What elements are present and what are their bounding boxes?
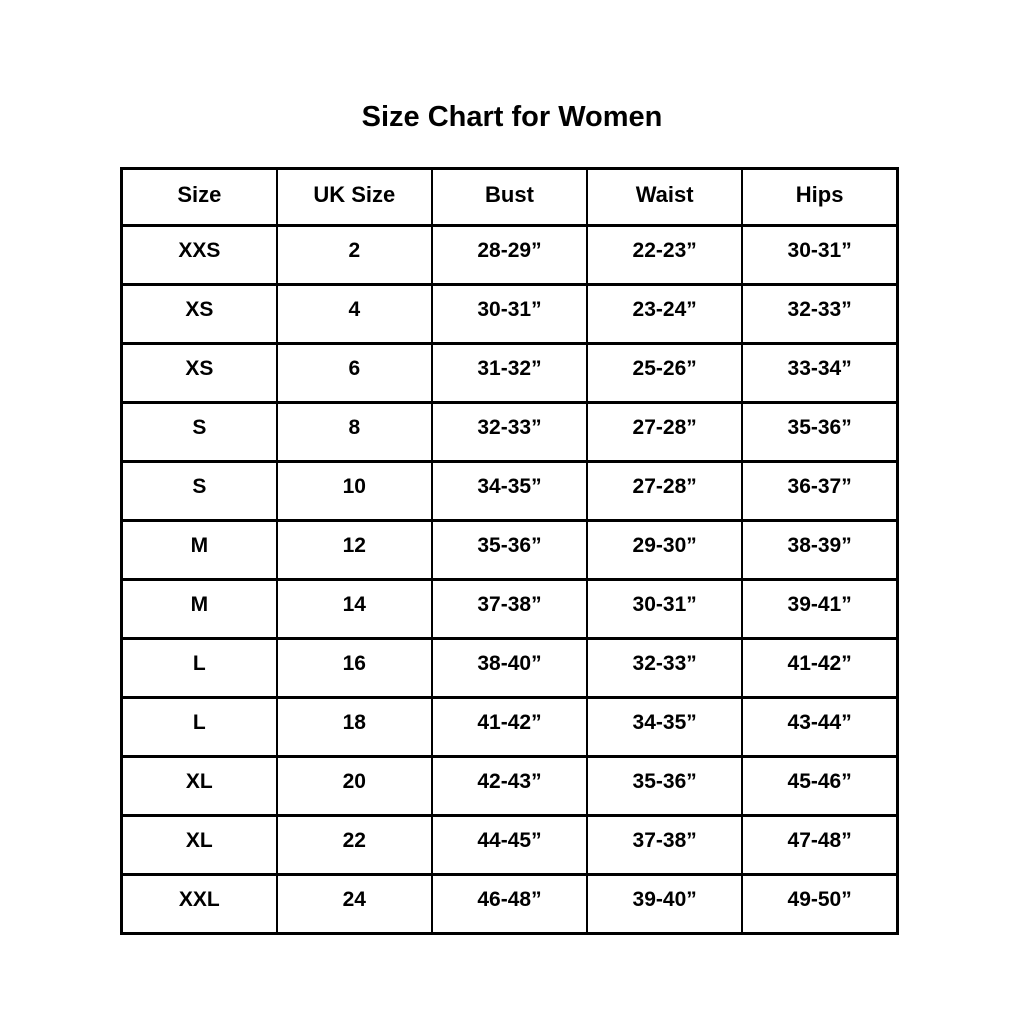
cell-size: M <box>120 519 278 581</box>
cell-uk: 18 <box>275 696 433 758</box>
cell-uk: 14 <box>275 578 433 640</box>
cell-bust: 42-43” <box>430 755 589 817</box>
cell-waist: 27-28” <box>586 401 744 463</box>
cell-waist: 29-30” <box>586 519 744 581</box>
col-header-waist: Waist <box>586 167 744 227</box>
table-row: XL 20 42-43” 35-36” 45-46” <box>120 755 899 817</box>
cell-hips: 32-33” <box>741 283 899 345</box>
col-header-size: Size <box>120 167 278 227</box>
cell-bust: 46-48” <box>430 873 589 935</box>
cell-size: M <box>120 578 278 640</box>
cell-bust: 37-38” <box>430 578 589 640</box>
cell-hips: 47-48” <box>741 814 899 876</box>
cell-uk: 22 <box>275 814 433 876</box>
table-row: L 16 38-40” 32-33” 41-42” <box>120 637 899 699</box>
cell-uk: 16 <box>275 637 433 699</box>
table-row: M 14 37-38” 30-31” 39-41” <box>120 578 899 640</box>
cell-bust: 30-31” <box>430 283 589 345</box>
cell-bust: 38-40” <box>430 637 589 699</box>
cell-hips: 49-50” <box>741 873 899 935</box>
table-row: XL 22 44-45” 37-38” 47-48” <box>120 814 899 876</box>
cell-waist: 23-24” <box>586 283 744 345</box>
cell-size: XL <box>120 814 278 876</box>
cell-bust: 44-45” <box>430 814 589 876</box>
cell-hips: 33-34” <box>741 342 899 404</box>
cell-waist: 32-33” <box>586 637 744 699</box>
cell-size: S <box>120 460 278 522</box>
cell-size: S <box>120 401 278 463</box>
cell-hips: 43-44” <box>741 696 899 758</box>
col-header-bust: Bust <box>430 167 589 227</box>
cell-waist: 25-26” <box>586 342 744 404</box>
cell-bust: 31-32” <box>430 342 589 404</box>
cell-hips: 39-41” <box>741 578 899 640</box>
col-header-hips: Hips <box>741 167 899 227</box>
cell-size: L <box>120 696 278 758</box>
table-row: S 10 34-35” 27-28” 36-37” <box>120 460 899 522</box>
cell-hips: 30-31” <box>741 224 899 286</box>
cell-uk: 2 <box>275 224 433 286</box>
cell-uk: 24 <box>275 873 433 935</box>
cell-uk: 12 <box>275 519 433 581</box>
table-row: XS 6 31-32” 25-26” 33-34” <box>120 342 899 404</box>
cell-size: XS <box>120 342 278 404</box>
table-row: S 8 32-33” 27-28” 35-36” <box>120 401 899 463</box>
cell-bust: 41-42” <box>430 696 589 758</box>
cell-size: XXL <box>120 873 278 935</box>
cell-size: XS <box>120 283 278 345</box>
cell-hips: 45-46” <box>741 755 899 817</box>
cell-bust: 28-29” <box>430 224 589 286</box>
cell-waist: 27-28” <box>586 460 744 522</box>
cell-waist: 30-31” <box>586 578 744 640</box>
cell-hips: 36-37” <box>741 460 899 522</box>
cell-hips: 35-36” <box>741 401 899 463</box>
table-row: L 18 41-42” 34-35” 43-44” <box>120 696 899 758</box>
cell-hips: 38-39” <box>741 519 899 581</box>
cell-uk: 8 <box>275 401 433 463</box>
table-row: XS 4 30-31” 23-24” 32-33” <box>120 283 899 345</box>
table-header: Size UK Size Bust Waist Hips <box>120 167 899 227</box>
cell-waist: 37-38” <box>586 814 744 876</box>
cell-bust: 32-33” <box>430 401 589 463</box>
cell-size: L <box>120 637 278 699</box>
page-title: Size Chart for Women <box>361 101 663 133</box>
table-row: XXL 24 46-48” 39-40” 49-50” <box>120 873 899 935</box>
cell-waist: 35-36” <box>586 755 744 817</box>
cell-size: XL <box>120 755 278 817</box>
cell-hips: 41-42” <box>741 637 899 699</box>
cell-waist: 39-40” <box>586 873 744 935</box>
cell-uk: 4 <box>275 283 433 345</box>
cell-uk: 6 <box>275 342 433 404</box>
cell-uk: 10 <box>275 460 433 522</box>
col-header-uk: UK Size <box>275 167 433 227</box>
cell-waist: 22-23” <box>586 224 744 286</box>
cell-size: XXS <box>120 224 278 286</box>
table-row: M 12 35-36” 29-30” 38-39” <box>120 519 899 581</box>
cell-bust: 35-36” <box>430 519 589 581</box>
cell-bust: 34-35” <box>430 460 589 522</box>
header-row: Size UK Size Bust Waist Hips <box>120 167 899 227</box>
table-row: XXS 2 28-29” 22-23” 30-31” <box>120 224 899 286</box>
cell-uk: 20 <box>275 755 433 817</box>
cell-waist: 34-35” <box>586 696 744 758</box>
table-body: XXS 2 28-29” 22-23” 30-31” XS 4 30-31” 2… <box>120 224 899 935</box>
size-chart-table: Size UK Size Bust Waist Hips XXS 2 28-29… <box>120 167 899 935</box>
